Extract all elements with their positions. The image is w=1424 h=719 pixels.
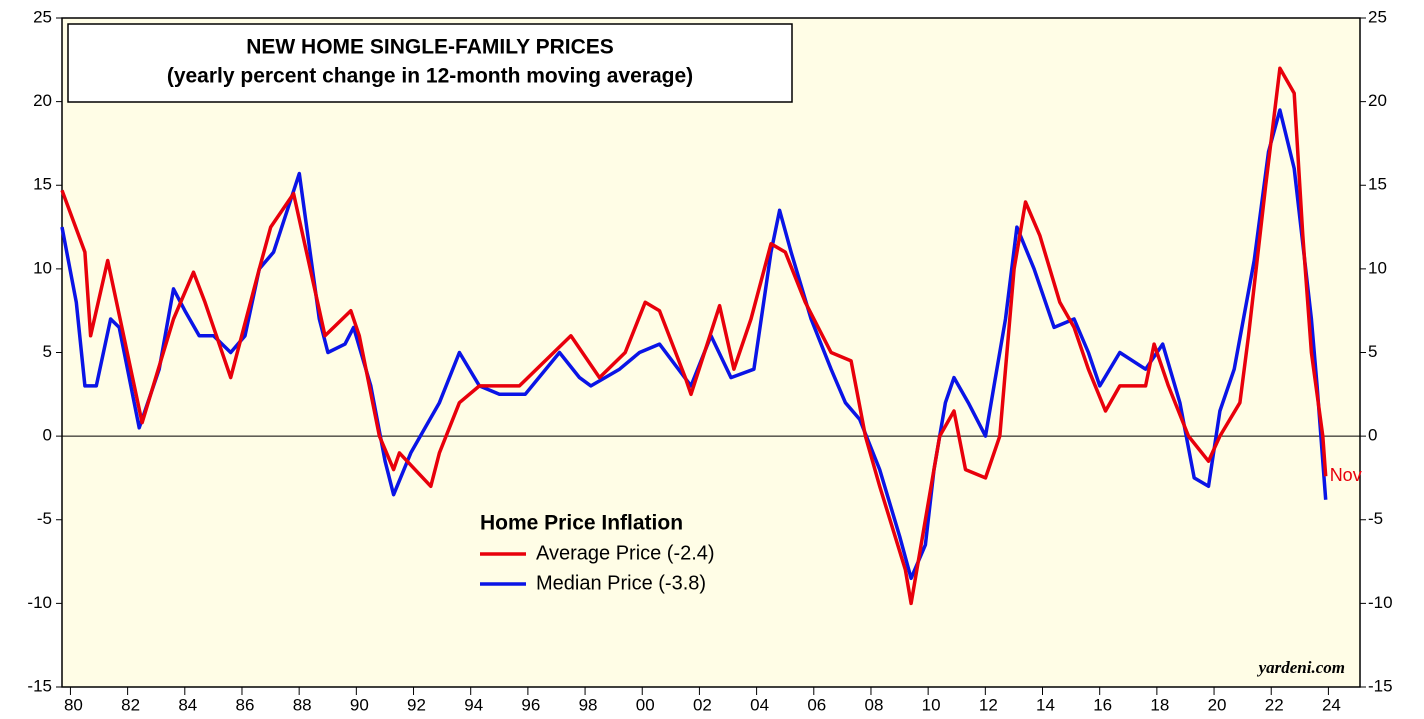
x-tick-label: 88 (293, 695, 312, 714)
x-tick-label: 14 (1036, 695, 1055, 714)
legend-label: Average Price (-2.4) (536, 542, 715, 564)
y-tick-label: -15 (27, 676, 52, 695)
chart-title: NEW HOME SINGLE-FAMILY PRICES (246, 36, 614, 59)
y-tick-label: -10 (27, 593, 52, 612)
x-tick-label: 86 (236, 695, 255, 714)
x-tick-label: 84 (178, 695, 197, 714)
x-tick-label: 16 (1093, 695, 1112, 714)
x-tick-label: 06 (807, 695, 826, 714)
series-line (60, 66, 1328, 606)
y-tick-label: 10 (33, 258, 52, 277)
x-tick-label: 00 (636, 695, 655, 714)
x-tick-label: 80 (64, 695, 83, 714)
x-tick-label: 12 (979, 695, 998, 714)
y2-tick-label: 25 (1368, 7, 1387, 26)
y2-tick-label: -5 (1368, 509, 1383, 528)
chart-subtitle: (yearly percent change in 12-month movin… (167, 65, 693, 88)
lines (60, 66, 1328, 606)
y2-tick-label: 20 (1368, 91, 1387, 110)
y-tick-label: 25 (33, 7, 52, 26)
annotation: Nov (1330, 465, 1362, 485)
x-tick-label: 04 (750, 695, 769, 714)
x-tick-label: 92 (407, 695, 426, 714)
y-tick-label: 15 (33, 175, 52, 194)
y-tick-label: 0 (43, 426, 52, 445)
y-tick-label: -5 (37, 509, 52, 528)
legend-label: Median Price (-3.8) (536, 572, 706, 594)
y2-tick-label: -15 (1368, 676, 1393, 695)
y2-tick-label: 15 (1368, 175, 1387, 194)
x-tick-label: 90 (350, 695, 369, 714)
title-box (67, 23, 793, 103)
x-tick-label: 18 (1150, 695, 1169, 714)
source: yardeni.com (1257, 658, 1345, 677)
x-tick-label: 02 (693, 695, 712, 714)
x-tick-label: 20 (1208, 695, 1227, 714)
y2-tick-label: 10 (1368, 258, 1387, 277)
x-tick-label: 08 (865, 695, 884, 714)
x-tick-label: 82 (121, 695, 140, 714)
y-tick-label: 20 (33, 91, 52, 110)
y-tick-label: 5 (43, 342, 52, 361)
x-tick-label: 96 (521, 695, 540, 714)
series-line (60, 108, 1328, 581)
x-tick-label: 10 (922, 695, 941, 714)
y2-tick-label: 5 (1368, 342, 1377, 361)
x-tick-label: 24 (1322, 695, 1341, 714)
x-tick-label: 98 (579, 695, 598, 714)
y2-tick-label: 0 (1368, 426, 1377, 445)
legend-title: Home Price Inflation (480, 512, 683, 535)
plot-area (61, 17, 1361, 688)
y2-tick-label: -10 (1368, 593, 1393, 612)
x-tick-label: 22 (1265, 695, 1284, 714)
x-tick-label: 94 (464, 695, 483, 714)
